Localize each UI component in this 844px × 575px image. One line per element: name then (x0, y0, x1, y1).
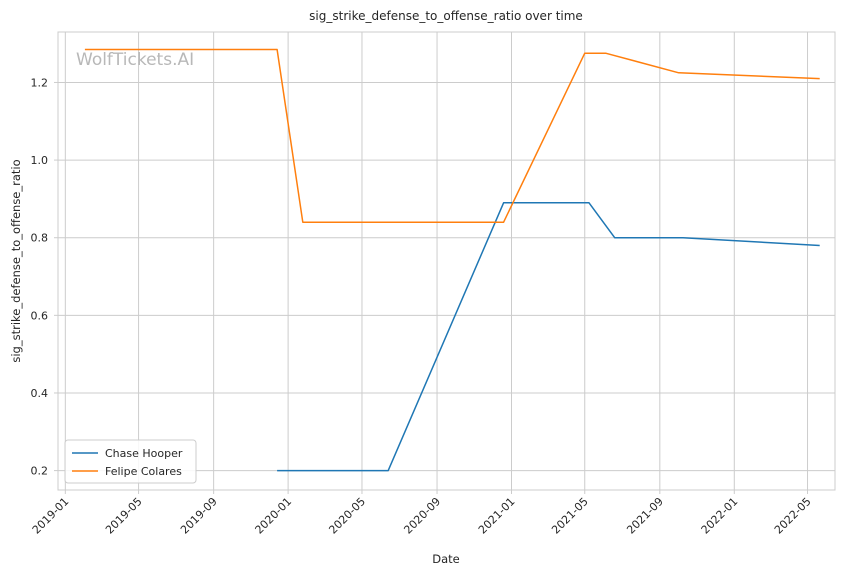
y-tick-label: 1.2 (31, 76, 49, 89)
chart-title: sig_strike_defense_to_offense_ratio over… (309, 9, 583, 23)
series-line-chase-hooper (277, 202, 820, 472)
x-tick-labels: 2019-01 2019-05 2019-09 2020-01 2020-05 2020-… (30, 495, 814, 537)
grid (54, 32, 835, 494)
y-tick-label: 0.8 (31, 232, 49, 245)
y-tick-label: 1.0 (31, 154, 49, 167)
legend-label-felipe-colares: Felipe Colares (105, 465, 182, 478)
x-tick-label: 2021-05 (549, 495, 591, 537)
x-tick-label: 2019-01 (30, 495, 72, 537)
x-tick-label: 2020-05 (326, 495, 368, 537)
x-axis-label: Date (432, 552, 460, 566)
x-tick-label: 2019-05 (103, 495, 145, 537)
series-lines (84, 48, 820, 472)
watermark: WolfTickets.AI (76, 50, 194, 70)
series-line-felipe-colares (84, 48, 820, 223)
legend: Chase Hooper Felipe Colares (64, 439, 197, 484)
x-tick-label: 2020-01 (253, 495, 295, 537)
x-tick-label: 2021-09 (624, 495, 666, 537)
y-tick-label: 0.4 (31, 387, 49, 400)
x-tick-label: 2021-01 (476, 495, 518, 537)
plot-frame (57, 31, 836, 491)
x-tick-label: 2020-09 (401, 495, 443, 537)
legend-box (64, 439, 197, 484)
y-tick-label: 0.6 (31, 309, 49, 322)
x-tick-label: 2019-09 (178, 495, 220, 537)
legend-label-chase-hooper: Chase Hooper (105, 447, 183, 460)
x-tick-label: 2022-01 (699, 495, 741, 537)
y-tick-labels: 0.2 0.4 0.6 0.8 1.0 1.2 (31, 76, 49, 477)
x-tick-label: 2022-05 (772, 495, 814, 537)
y-axis-label: sig_strike_defense_to_offense_ratio (9, 159, 23, 362)
y-tick-label: 0.2 (31, 465, 49, 478)
